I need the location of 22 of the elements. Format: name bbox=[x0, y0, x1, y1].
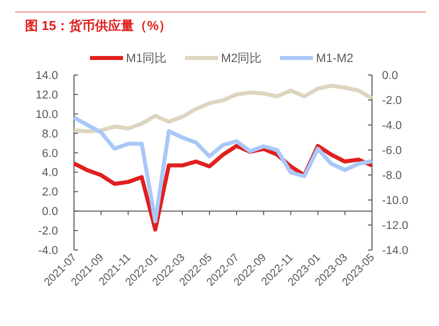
y-tick-label: 4.0 bbox=[42, 167, 58, 180]
y-tick-label: -4.0 bbox=[38, 245, 58, 257]
y2-tick-label: -2.0 bbox=[382, 95, 402, 107]
y-tick-label: 6.0 bbox=[42, 148, 58, 160]
legend-label: M2同比 bbox=[221, 51, 262, 65]
y2-tick-label: -10.0 bbox=[382, 195, 408, 207]
legend-label: M1-M2 bbox=[316, 51, 354, 65]
y-tick-label: 2.0 bbox=[42, 186, 58, 199]
y2-tick-label: -4.0 bbox=[382, 120, 402, 132]
y-tick-label: 8.0 bbox=[42, 128, 58, 140]
y-tick-label: 12.0 bbox=[36, 89, 58, 102]
chart-title: 图 15：货币供应量（%） bbox=[25, 18, 172, 33]
y2-tick-label: 0.0 bbox=[382, 70, 398, 82]
y-tick-label: 0.0 bbox=[42, 206, 58, 218]
y-tick-label: 10.0 bbox=[36, 108, 58, 121]
legend-label: M1同比 bbox=[126, 51, 167, 65]
y2-tick-label: -8.0 bbox=[382, 170, 402, 182]
y-tick-label: 14.0 bbox=[36, 70, 58, 82]
y2-tick-label: -6.0 bbox=[382, 145, 402, 157]
y2-tick-label: -14.0 bbox=[382, 245, 408, 257]
y-tick-label: -2.0 bbox=[38, 226, 58, 238]
y2-tick-label: -12.0 bbox=[382, 220, 408, 232]
